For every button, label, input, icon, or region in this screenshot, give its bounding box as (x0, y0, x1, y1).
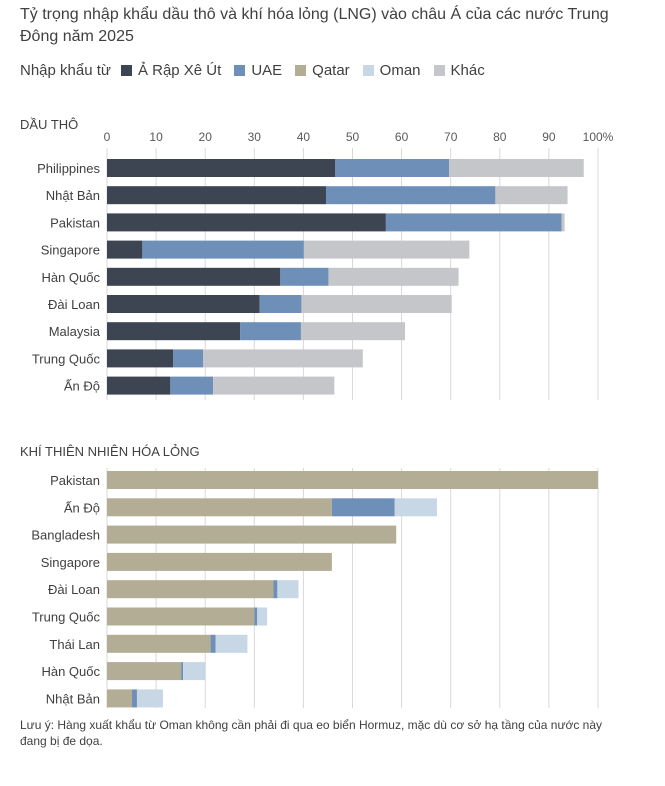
crude-bar-philippines-uae (335, 159, 450, 177)
legend-swatch-other (433, 65, 445, 76)
chart-title: Tỷ trọng nhập khẩu dầu thô và khí hóa lỏ… (20, 6, 609, 45)
crude-bar-trung-quoc-khac (203, 349, 363, 368)
crude-bar-dai-loan-khac (301, 295, 452, 313)
lng-bar-an-do-qatar (107, 498, 332, 517)
lng-category-label-singapore: Singapore (41, 555, 100, 570)
crude-bar-malaysia-uae (240, 322, 301, 341)
lng-category-label-han-quoc: Hàn Quốc (41, 664, 100, 679)
crude-category-label-philippines: Philippines (37, 161, 100, 176)
lng-category-label-bangladesh: Bangladesh (31, 528, 100, 543)
crude-category-label-an-do: Ấn Độ (64, 379, 100, 394)
lng-category-label-nhat-ban: Nhật Bản (46, 691, 100, 706)
crude-tick-label-60: 60 (395, 130, 409, 144)
crude-bar-philippines-a-rap-xe-ut (107, 159, 336, 177)
lng-bar-an-do-oman (394, 498, 437, 517)
lng-category-label-dai-loan: Đài Loan (48, 582, 100, 597)
lng-bar-trung-quoc-oman (257, 607, 268, 626)
legend-lead: Nhập khẩu từ (20, 62, 111, 79)
crude-bar-singapore-khac (303, 240, 470, 259)
crude-category-label-pakistan: Pakistan (50, 215, 100, 230)
legend-label-other: Khác (450, 62, 485, 79)
legend-swatch-saudi (120, 65, 132, 76)
crude-bar-pakistan-a-rap-xe-ut (107, 213, 386, 232)
crude-category-label-dai-loan: Đài Loan (48, 297, 100, 312)
crude-category-label-trung-quoc: Trung Quốc (32, 351, 101, 366)
legend-swatch-uae (234, 65, 246, 76)
lng-bar-an-do-uae (331, 498, 395, 517)
crude-bar-trung-quoc-uae (173, 349, 204, 368)
crude-bar-han-quoc-uae (280, 267, 329, 286)
crude-tick-label-40: 40 (297, 130, 311, 144)
legend-label-oman: Oman (379, 62, 421, 79)
lng-bar-trung-quoc-qatar (107, 607, 255, 626)
crude-bar-dai-loan-a-rap-xe-ut (107, 295, 260, 313)
lng-bar-thai-lan-qatar (107, 634, 211, 653)
crude-tick-label-20: 20 (199, 130, 213, 144)
crude-bar-nhat-ban-uae (325, 186, 496, 205)
lng-bar-thai-lan-uae (210, 634, 216, 653)
crude-tick-label-90: 90 (542, 130, 556, 144)
lng-bar-han-quoc-uae (181, 662, 184, 681)
crude-tick-label-0: 0 (104, 130, 111, 144)
crude-bar-pakistan-khac (561, 213, 565, 232)
lng-bar-trung-quoc-uae (254, 607, 258, 626)
crude-bar-pakistan-uae (385, 213, 562, 232)
crude-bar-malaysia-a-rap-xe-ut (107, 322, 241, 341)
legend: Nhập khẩu từ Ả Rập Xê Út UAE Qatar Oman … (20, 62, 498, 79)
crude-bar-han-quoc-khac (328, 267, 459, 286)
lng-bar-singapore-qatar (107, 552, 332, 571)
crude-tick-label-50: 50 (346, 130, 360, 144)
lng-bar-han-quoc-qatar (107, 662, 182, 681)
lng-bar-bangladesh-qatar (107, 525, 397, 544)
lng-bar-nhat-ban-oman (136, 689, 163, 708)
footnote: Lưu ý: Hàng xuất khẩu từ Oman không cần … (20, 718, 603, 748)
legend-item-other: Khác (433, 62, 485, 79)
crude-bar-nhat-ban-a-rap-xe-ut (107, 186, 326, 205)
lng-category-label-an-do: Ấn Độ (64, 500, 100, 515)
lng-bar-han-quoc-oman (183, 662, 206, 681)
lng-category-label-trung-quoc: Trung Quốc (32, 610, 101, 625)
legend-label-uae: UAE (251, 62, 283, 79)
crude-bar-singapore-a-rap-xe-ut (107, 240, 143, 259)
legend-label-saudi: Ả Rập Xê Út (137, 62, 222, 79)
crude-tick-label-30: 30 (248, 130, 262, 144)
legend-item-qatar: Qatar (295, 62, 350, 79)
legend-item-saudi: Ả Rập Xê Út (120, 62, 222, 79)
crude-category-label-han-quoc: Hàn Quốc (41, 270, 100, 285)
lng-bar-nhat-ban-qatar (107, 689, 133, 708)
lng-bar-thai-lan-oman (215, 634, 248, 653)
legend-item-oman: Oman (362, 62, 421, 79)
crude-tick-label-70: 70 (444, 130, 458, 144)
legend-swatch-oman (362, 65, 374, 76)
crude-tick-label-100: 100% (583, 130, 614, 144)
legend-item-uae: UAE (234, 62, 282, 79)
crude-category-label-nhat-ban: Nhật Bản (46, 188, 100, 203)
crude-bar-han-quoc-a-rap-xe-ut (107, 267, 281, 286)
lng-section-title: KHÍ THIÊN NHIÊN HÓA LỎNG (20, 444, 200, 459)
crude-bar-nhat-ban-khac (495, 186, 568, 205)
crude-bar-singapore-uae (142, 240, 304, 259)
lng-category-label-thai-lan: Thái Lan (49, 637, 100, 652)
crude-bar-malaysia-khac (300, 322, 406, 341)
crude-bar-an-do-uae (170, 376, 214, 395)
lng-bar-dai-loan-oman (277, 580, 299, 599)
crude-tick-label-10: 10 (149, 130, 163, 144)
crude-bar-philippines-khac (449, 159, 584, 177)
lng-category-label-pakistan: Pakistan (50, 473, 100, 488)
crude-section-title: DẦU THÔ (20, 117, 78, 132)
legend-swatch-qatar (295, 65, 307, 76)
lng-bar-dai-loan-qatar (107, 580, 274, 599)
crude-category-label-singapore: Singapore (41, 243, 100, 258)
lng-bar-dai-loan-uae (273, 580, 278, 599)
lng-bar-pakistan-qatar (107, 471, 598, 489)
lng-bar-nhat-ban-uae (132, 689, 137, 708)
crude-bar-dai-loan-uae (259, 295, 302, 313)
crude-bar-trung-quoc-a-rap-xe-ut (107, 349, 174, 368)
legend-label-qatar: Qatar (312, 62, 350, 79)
crude-tick-label-80: 80 (493, 130, 507, 144)
crude-bar-an-do-khac (213, 376, 335, 395)
crude-bar-an-do-a-rap-xe-ut (107, 376, 171, 395)
crude-category-label-malaysia: Malaysia (49, 324, 101, 339)
